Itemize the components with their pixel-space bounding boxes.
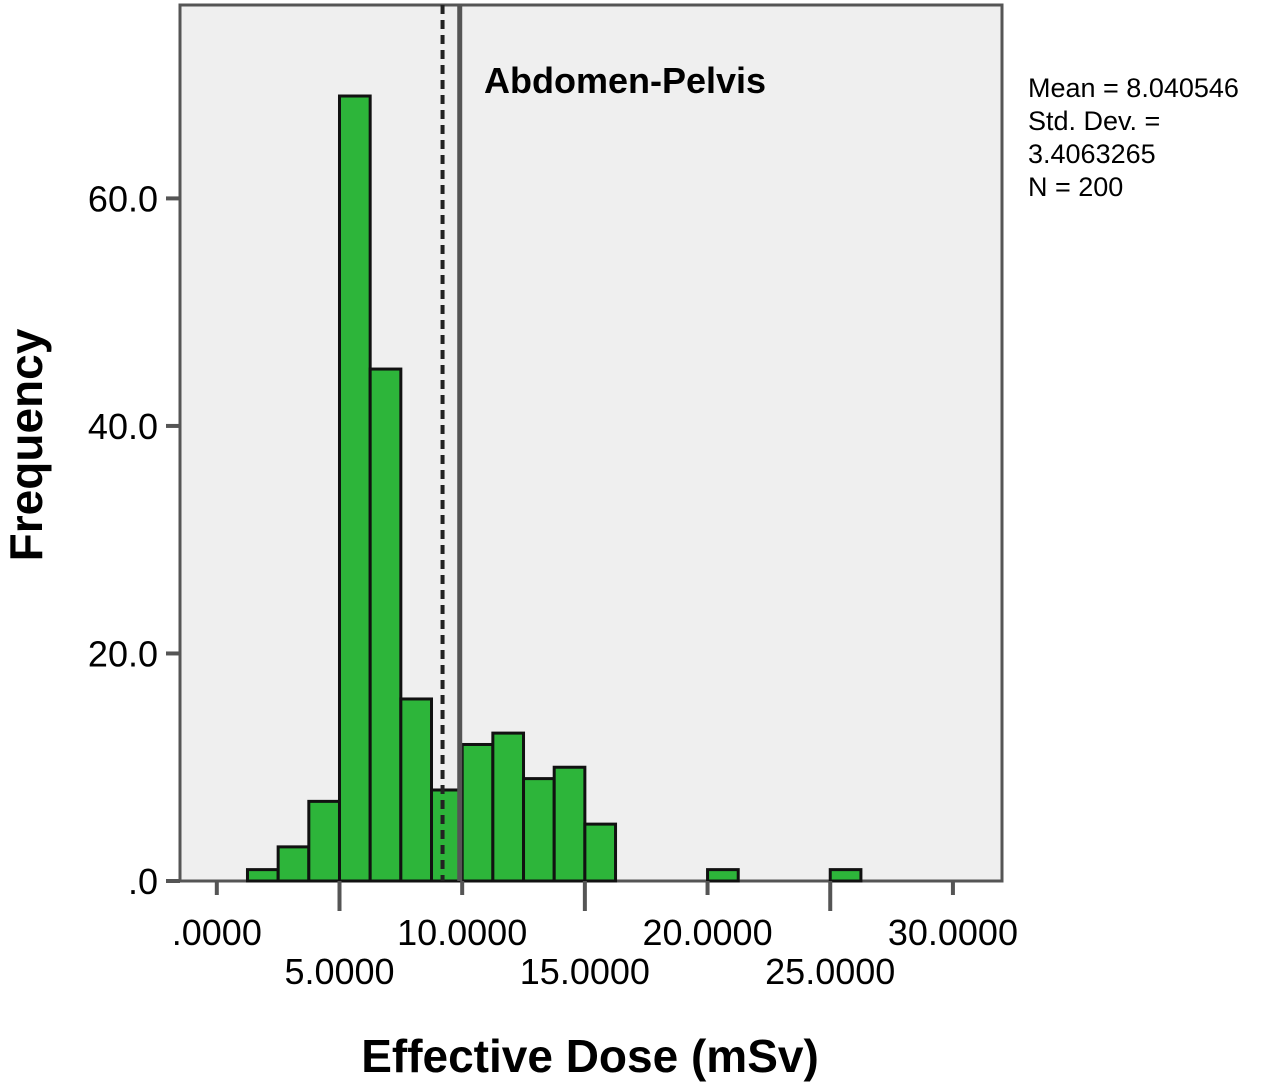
histogram-bar (245, 868, 280, 883)
x-axis: .0000 5.000010.000015.000020.000025.00003… (172, 881, 1018, 992)
x-tick-label: 25.0000 (765, 951, 895, 992)
histogram-bar (828, 868, 863, 883)
y-tick-label: 60.0 (88, 178, 158, 219)
y-tick-label: 40.0 (88, 406, 158, 447)
x-tick-label: .0000 (172, 912, 262, 953)
stat-mean: Mean = 8.040546 (1028, 73, 1239, 103)
x-tick-label: 20.0000 (642, 912, 772, 953)
histogram-bar (368, 367, 403, 883)
reference-lines (440, 5, 463, 881)
summary-statistics: Mean = 8.040546 Std. Dev. = 3.4063265 N … (1028, 72, 1239, 204)
stat-n: N = 200 (1028, 172, 1124, 202)
histogram-bar (522, 777, 556, 883)
histogram-bar (399, 697, 434, 883)
y-tick-label: .0 (128, 861, 158, 902)
panel-title: Abdomen-Pelvis (484, 60, 766, 101)
histogram-bar (307, 799, 341, 883)
x-tick-label: 15.0000 (520, 951, 650, 992)
y-tick-label: 20.0 (88, 633, 158, 674)
histogram-bar (552, 765, 587, 883)
bars-group (245, 94, 863, 883)
x-tick-label: 5.0000 (284, 951, 394, 992)
histogram-bar (491, 731, 526, 883)
histogram-bar (706, 868, 740, 883)
histogram-bar (583, 822, 618, 883)
stat-std-label: Std. Dev. = (1028, 106, 1161, 136)
histogram-bar (276, 845, 311, 883)
histogram-bar (430, 788, 464, 883)
x-tick-label: 30.0000 (888, 912, 1018, 953)
plot-area (178, 3, 1004, 883)
histogram-bar (460, 742, 495, 883)
x-axis-title: Effective Dose (mSv) (361, 1030, 819, 1082)
y-axis-title: Frequency (0, 328, 52, 561)
x-tick-label: 10.0000 (397, 912, 527, 953)
stat-std-value: 3.4063265 (1028, 139, 1156, 169)
histogram-bar (337, 94, 372, 883)
y-axis: .0 20.0 40.0 60.0 (88, 178, 180, 902)
